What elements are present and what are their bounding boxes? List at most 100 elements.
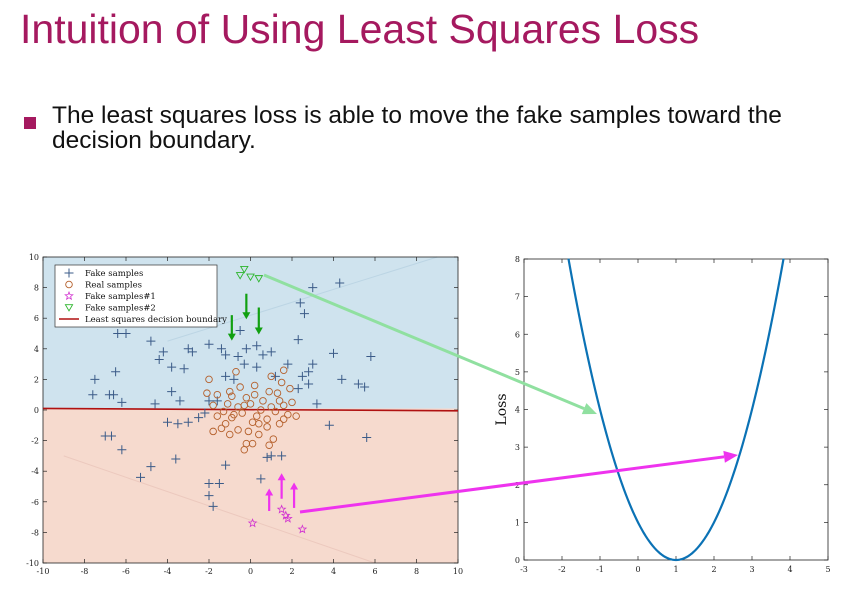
data-point (204, 396, 214, 406)
data-point (252, 412, 261, 420)
move-down-arrowhead (242, 312, 251, 320)
data-point (269, 435, 278, 443)
y-tick-label: -2 (31, 437, 39, 446)
y-tick-label: 0 (34, 406, 39, 415)
move-down-arrowhead (227, 333, 236, 341)
data-point (292, 412, 300, 420)
x-tick-label: 4 (787, 565, 792, 574)
x-tick-label: 3 (749, 565, 754, 574)
data-point (255, 430, 263, 439)
data-point (216, 344, 226, 354)
data-point (276, 504, 287, 514)
x-tick-label: 4 (331, 567, 336, 576)
legend-marker (64, 290, 74, 301)
legend-marker (64, 304, 74, 312)
data-point (235, 325, 245, 335)
y-tick-label: 8 (34, 284, 39, 293)
y-tick-label: 2 (34, 375, 39, 384)
data-point (265, 441, 273, 449)
data-point (150, 399, 160, 409)
data-point (163, 417, 172, 427)
data-point (121, 329, 131, 338)
y-tick-label: 4 (515, 406, 520, 415)
data-point (203, 389, 211, 397)
x-tick-label: 10 (453, 567, 463, 576)
data-point (209, 427, 217, 436)
data-point (221, 420, 230, 428)
scatter-figure: -10 -8 -6 -4 -2 0 2 4 6 8 10 -10 -8 -6 -4 -2 0 2 4 6 8 10 Fake… (26, 253, 463, 576)
y-tick-label: 7 (515, 293, 520, 302)
data-point (248, 418, 257, 426)
data-point (214, 478, 224, 488)
data-point (232, 367, 240, 376)
y-tick-label: 4 (34, 345, 39, 354)
data-point (254, 275, 264, 283)
y-tick-label: -10 (26, 559, 39, 568)
legend-label: Least squares decision boundary (85, 315, 227, 325)
data-point (284, 410, 292, 419)
slide-title: Intuition of Using Least Squares Loss (20, 6, 700, 52)
x-tick-label: 5 (825, 565, 830, 574)
data-point (241, 344, 251, 354)
data-point (117, 397, 127, 407)
data-point (262, 452, 272, 462)
data-point (248, 439, 257, 448)
bullet-text: The least squares loss is able to move t… (52, 102, 782, 154)
x-tick-label: -4 (164, 567, 172, 576)
legend-label: Fake samples (85, 269, 143, 279)
data-point (263, 423, 271, 431)
x-tick-label: 2 (711, 565, 716, 574)
data-point (280, 510, 291, 520)
data-point (238, 409, 246, 417)
data-point (250, 381, 259, 390)
y-tick-label: 6 (34, 314, 39, 323)
move-up-arrowhead (265, 488, 274, 496)
data-point (275, 420, 284, 428)
data-point (204, 339, 214, 349)
x-tick-label: -3 (520, 565, 528, 574)
data-point (263, 415, 271, 423)
move-up-arrowhead (277, 473, 286, 481)
data-point (111, 367, 121, 377)
data-point (167, 362, 177, 372)
data-point (187, 347, 197, 357)
y-tick-label: 0 (515, 556, 520, 565)
x-tick-label: 0 (635, 565, 640, 574)
data-point (362, 433, 372, 443)
data-point (106, 431, 116, 441)
data-point (247, 518, 258, 528)
data-point (324, 420, 334, 430)
data-point (88, 390, 98, 400)
data-point (236, 383, 244, 391)
data-point (209, 401, 217, 410)
legend-box (54, 264, 218, 328)
x-tick-label: 0 (248, 567, 253, 576)
series-star (247, 504, 308, 534)
y-tick-label: 3 (515, 443, 520, 452)
data-point (246, 273, 255, 282)
legend-label: Fake samples#2 (85, 304, 156, 314)
data-point (183, 417, 193, 427)
data-point (239, 359, 249, 369)
data-point (244, 427, 253, 436)
data-point (240, 446, 249, 454)
data-point (228, 392, 236, 400)
data-point (219, 407, 228, 416)
data-point (204, 478, 214, 488)
data-point (240, 401, 249, 410)
x-tick-label: 2 (289, 567, 294, 576)
x-tick-label: -8 (81, 567, 89, 576)
y-axis-label: Loss (494, 393, 510, 425)
data-point (217, 424, 226, 433)
data-point (194, 413, 204, 423)
data-point (225, 387, 234, 396)
data-point (221, 460, 231, 470)
data-point (175, 396, 185, 406)
data-point (171, 454, 181, 464)
data-point (233, 351, 243, 361)
loss-curve (567, 258, 785, 562)
legend-label: Real samples (85, 281, 142, 291)
legend-marker (65, 280, 73, 289)
decision-boundary (42, 407, 459, 412)
legend-label: Fake samples#1 (85, 292, 156, 302)
